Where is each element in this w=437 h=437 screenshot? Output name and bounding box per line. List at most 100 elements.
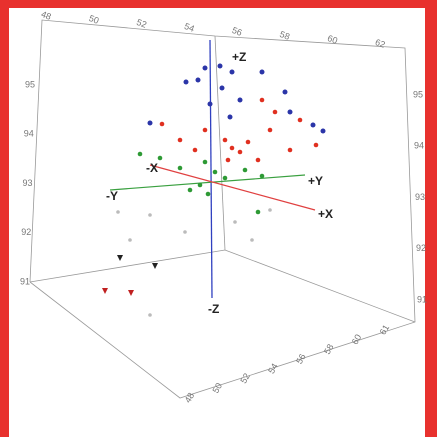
point xyxy=(242,167,248,173)
tick-label: 61 xyxy=(378,323,392,337)
point xyxy=(259,69,265,75)
point xyxy=(268,208,272,212)
point xyxy=(205,191,211,197)
tick-label: 56 xyxy=(231,25,244,38)
box-edge xyxy=(214,35,226,251)
point xyxy=(297,117,303,123)
point xyxy=(102,288,108,294)
tick-label: 91 xyxy=(20,276,30,286)
point xyxy=(287,109,293,115)
tick-label: 56 xyxy=(294,352,308,366)
point xyxy=(267,127,273,133)
tick-label: 60 xyxy=(326,33,339,46)
axis-label: -Y xyxy=(106,189,118,203)
point xyxy=(159,121,165,127)
point xyxy=(148,213,152,217)
point xyxy=(212,169,218,175)
point xyxy=(128,290,134,296)
point xyxy=(152,263,158,269)
point xyxy=(282,89,288,95)
point xyxy=(192,147,198,153)
point xyxy=(233,220,237,224)
point xyxy=(255,209,261,215)
point xyxy=(255,157,261,163)
tick-label: 58 xyxy=(278,29,291,42)
tick-label: 94 xyxy=(414,141,424,151)
point xyxy=(116,210,120,214)
tick-label: 95 xyxy=(25,79,35,89)
tick-label: 54 xyxy=(266,362,280,376)
point xyxy=(207,101,213,107)
point xyxy=(259,97,265,103)
point xyxy=(229,145,235,151)
point xyxy=(310,122,316,128)
tick-label: 95 xyxy=(413,89,423,99)
tick-label: 93 xyxy=(415,192,425,202)
point xyxy=(229,69,235,75)
point xyxy=(222,137,228,143)
point xyxy=(157,155,163,161)
tick-label: 62 xyxy=(374,37,387,50)
point xyxy=(287,147,293,153)
point xyxy=(183,230,187,234)
tick-label: 52 xyxy=(135,17,148,30)
axis-label: -X xyxy=(146,161,158,175)
point xyxy=(128,238,132,242)
point xyxy=(225,157,231,163)
triangles xyxy=(102,255,158,296)
point xyxy=(183,79,189,85)
point xyxy=(320,128,326,134)
point xyxy=(227,114,233,120)
axes xyxy=(109,39,316,299)
tick-label: 48 xyxy=(40,9,53,22)
point xyxy=(222,175,228,181)
point xyxy=(237,149,243,155)
point xyxy=(202,127,208,133)
axis-label: +Y xyxy=(308,174,323,188)
tick-label: 54 xyxy=(183,21,196,34)
point xyxy=(313,142,319,148)
point xyxy=(259,173,265,179)
tick-label: 60 xyxy=(350,333,364,347)
green-points xyxy=(137,151,265,215)
z-axis xyxy=(209,39,213,299)
point xyxy=(272,109,278,115)
point xyxy=(202,65,208,71)
tick-label: 52 xyxy=(238,371,252,385)
point xyxy=(177,165,183,171)
tick-label: 58 xyxy=(322,342,336,356)
box xyxy=(29,19,416,399)
blue-points xyxy=(147,63,326,134)
point xyxy=(137,151,143,157)
point xyxy=(197,182,203,188)
point xyxy=(147,120,153,126)
tick-label: 50 xyxy=(210,381,224,395)
point xyxy=(237,97,243,103)
gray-points xyxy=(116,208,272,317)
axis-label: -Z xyxy=(208,302,219,316)
box-edge xyxy=(29,19,416,399)
points xyxy=(102,63,326,317)
tick-label: 94 xyxy=(24,129,34,139)
axis-label: +Z xyxy=(232,50,246,64)
point xyxy=(202,159,208,165)
tick-label: 48 xyxy=(183,391,197,405)
point xyxy=(250,238,254,242)
point xyxy=(219,85,225,91)
point xyxy=(245,139,251,145)
point xyxy=(177,137,183,143)
tick-label: 92 xyxy=(416,243,426,253)
point xyxy=(148,313,152,317)
y-axis xyxy=(109,174,306,191)
point xyxy=(195,77,201,83)
x-axis xyxy=(149,164,316,211)
tick-label: 92 xyxy=(21,227,31,237)
point xyxy=(187,187,193,193)
point xyxy=(217,63,223,69)
point xyxy=(117,255,123,261)
tick-label: 50 xyxy=(88,13,101,26)
axis-label: +X xyxy=(318,207,333,221)
tick-label: 91 xyxy=(417,294,427,304)
